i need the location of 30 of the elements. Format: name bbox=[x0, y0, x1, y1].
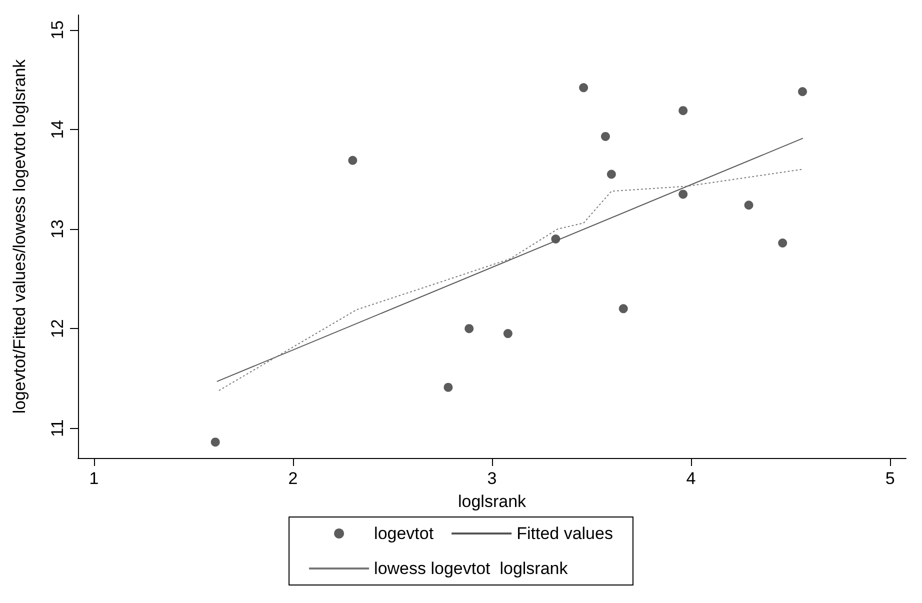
point bbox=[210, 438, 220, 447]
point bbox=[678, 190, 688, 199]
y-tick-label: 12 bbox=[48, 319, 67, 338]
point bbox=[744, 200, 754, 210]
y-tick-label: 14 bbox=[48, 120, 67, 139]
point bbox=[618, 304, 628, 314]
x-tick-label: 1 bbox=[89, 469, 99, 488]
point bbox=[606, 170, 616, 179]
point bbox=[600, 132, 610, 141]
legend-label: lowess logevtot loglsrank bbox=[374, 559, 568, 578]
x-tick-label: 3 bbox=[487, 469, 497, 488]
point bbox=[503, 329, 512, 338]
line-series bbox=[218, 168, 803, 391]
point bbox=[579, 83, 588, 92]
y-tick-label: 15 bbox=[48, 20, 67, 40]
x-tick-label: 2 bbox=[288, 469, 298, 488]
legend-label: logevtot bbox=[374, 524, 434, 543]
x-tick-label: 4 bbox=[686, 469, 696, 488]
y-tick-label: 13 bbox=[48, 220, 67, 238]
point bbox=[678, 106, 688, 116]
y-tick-label: 11 bbox=[48, 419, 67, 437]
point bbox=[778, 238, 788, 248]
x-axis-title: loglsrank bbox=[458, 492, 527, 511]
point bbox=[464, 324, 474, 334]
y-axis-title: logevtot/Fitted values/lowess logevtot loglsrank bbox=[10, 58, 29, 414]
legend-label: Fitted values bbox=[516, 524, 613, 543]
point bbox=[348, 156, 358, 165]
x-tick-label: 5 bbox=[885, 469, 895, 488]
point bbox=[444, 382, 453, 392]
point bbox=[798, 87, 807, 96]
